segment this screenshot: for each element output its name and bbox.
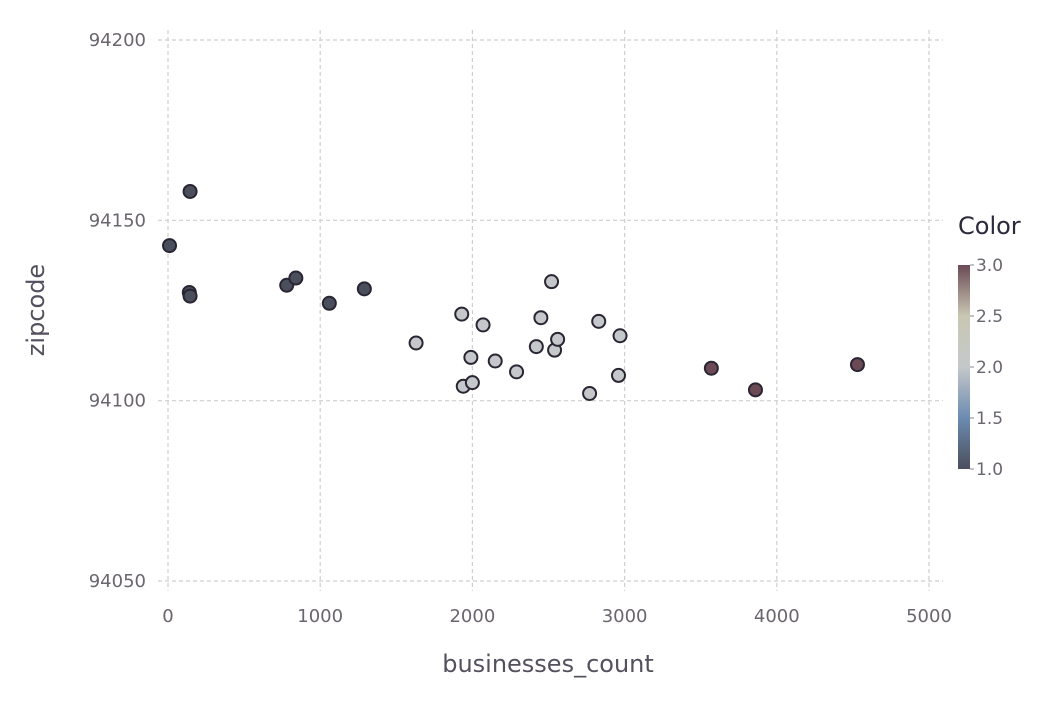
legend-tick-label: 1.0 — [976, 460, 1003, 480]
data-point — [591, 313, 607, 329]
x-tick-label: 1000 — [297, 606, 343, 627]
data-point — [356, 281, 372, 297]
data-point — [288, 270, 304, 286]
x-tick-label: 5000 — [906, 606, 952, 627]
data-point — [463, 349, 479, 365]
data-point — [475, 317, 491, 333]
y-axis-title: zipcode — [22, 264, 50, 356]
data-point — [454, 306, 470, 322]
legend-tick-label: 2.5 — [976, 307, 1003, 327]
data-point — [182, 288, 198, 304]
y-tick-label: 94050 — [89, 571, 146, 592]
data-point — [321, 295, 337, 311]
data-point — [464, 375, 480, 391]
y-axis-ticks: 94050 94100 94150 94200 — [89, 30, 146, 592]
colorbar — [958, 265, 970, 469]
data-point — [849, 357, 865, 373]
y-tick-label: 94200 — [89, 30, 146, 51]
color-legend: Color 1.0 1.5 2.0 2.5 3.0 — [958, 212, 1021, 480]
data-point — [509, 364, 525, 380]
x-tick-label: 4000 — [754, 606, 800, 627]
legend-title: Color — [958, 212, 1021, 240]
data-point — [544, 274, 560, 290]
grid — [158, 30, 943, 591]
x-axis-ticks: 0 1000 2000 3000 4000 5000 — [162, 606, 952, 627]
data-point — [747, 382, 763, 398]
legend-tick-label: 1.5 — [976, 409, 1003, 429]
y-tick-label: 94100 — [89, 391, 146, 412]
data-point — [582, 385, 598, 401]
data-point — [550, 331, 566, 347]
data-point — [487, 353, 503, 369]
x-tick-label: 0 — [162, 606, 173, 627]
data-point — [611, 367, 627, 383]
x-tick-label: 2000 — [449, 606, 495, 627]
x-axis-title: businesses_count — [442, 650, 654, 678]
data-points — [162, 183, 865, 401]
data-point — [408, 335, 424, 351]
x-tick-label: 3000 — [602, 606, 648, 627]
data-point — [533, 310, 549, 326]
data-point — [162, 238, 178, 254]
data-point — [528, 339, 544, 355]
legend-tick-label: 2.0 — [976, 358, 1003, 378]
data-point — [703, 360, 719, 376]
data-point — [182, 183, 198, 199]
y-tick-label: 94150 — [89, 210, 146, 231]
data-point — [612, 328, 628, 344]
legend-tick-label: 3.0 — [976, 256, 1003, 276]
